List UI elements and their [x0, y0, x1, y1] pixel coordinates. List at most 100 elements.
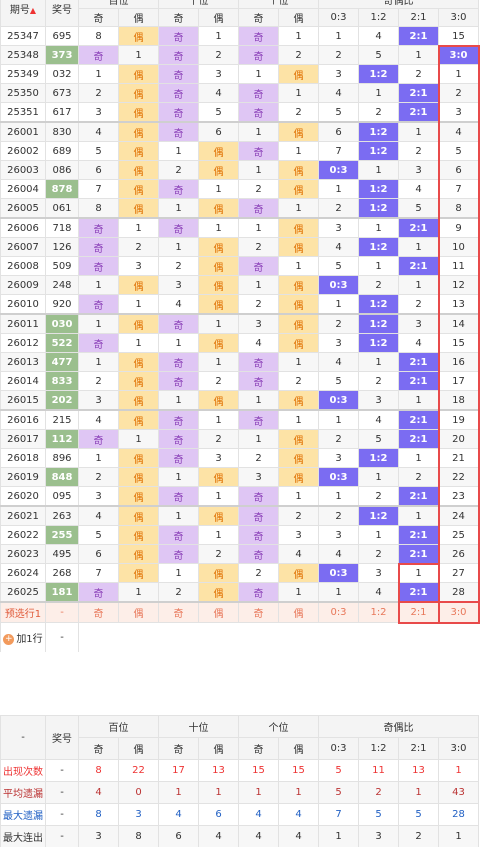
miss-cell: 3 [398, 313, 439, 334]
miss-cell: 5 [78, 525, 119, 545]
miss-cell: 2 [358, 544, 399, 564]
winning-number: 695 [45, 26, 79, 46]
miss-cell: 16 [438, 352, 479, 372]
data-row: 26010 920 奇 1 4 偶 2 偶 1 1:2 2 13 [0, 294, 479, 315]
miss-cell: 2 [278, 371, 319, 391]
winning-number: 673 [45, 83, 79, 103]
hit-cell: 奇 [238, 544, 279, 564]
preselect-option[interactable]: 1:2 [358, 601, 399, 623]
stats-value: 22 [118, 759, 159, 782]
hit-cell: 0:3 [318, 160, 359, 180]
miss-cell: 1 [158, 333, 199, 353]
miss-cell: 4 [438, 121, 479, 142]
data-row: 26025 181 奇 1 2 偶奇 1 1 4 2:1 28 [0, 582, 479, 603]
preselect-option[interactable]: 2:1 [398, 601, 439, 623]
miss-cell: 1 [358, 525, 399, 545]
miss-cell: 3 [198, 448, 239, 468]
stats-number: - [45, 803, 79, 826]
stats-value: 1 [198, 781, 239, 804]
preselect-option[interactable]: 3:0 [438, 601, 479, 623]
winning-number: 833 [45, 371, 79, 391]
miss-cell: 3 [238, 313, 279, 334]
issue: 26008 [0, 256, 46, 276]
miss-cell: 4 [158, 294, 199, 315]
stats-value: 43 [438, 781, 479, 804]
sub-header: 偶 [198, 737, 239, 760]
sub-header: 奇 [78, 8, 119, 27]
issue: 26007 [0, 237, 46, 257]
miss-cell: 2 [158, 160, 199, 180]
hit-cell: 奇 [78, 294, 119, 315]
sub-header: 偶 [278, 737, 319, 760]
hit-cell: 奇 [238, 256, 279, 276]
miss-cell: 5 [78, 141, 119, 161]
data-row: 26018 896 1 偶奇 3 2 偶 3 1:2 1 21 [0, 448, 479, 468]
issue: 25347 [0, 26, 46, 46]
preselect-option[interactable]: 偶 [278, 601, 319, 623]
hit-cell: 奇 [158, 121, 199, 142]
hit-cell: 偶 [118, 26, 159, 46]
data-row: 26022 255 5 偶奇 1 奇 3 3 1 2:1 25 [0, 525, 479, 545]
issue: 26009 [0, 275, 46, 295]
issue: 26002 [0, 141, 46, 161]
miss-cell: 1 [158, 390, 199, 411]
stats-corner: - [0, 715, 46, 760]
stats-value: 2 [398, 825, 439, 847]
sub-header: 奇 [158, 8, 199, 27]
miss-cell: 2 [238, 563, 279, 583]
miss-cell: 4 [238, 333, 279, 353]
hit-cell: 偶 [278, 429, 319, 449]
preselect-option[interactable]: 奇 [238, 601, 279, 623]
miss-cell: 1 [238, 429, 279, 449]
data-row: 25351 617 3 偶奇 5 奇 2 5 2 2:1 3 [0, 102, 479, 123]
stats-value: 17 [158, 759, 199, 782]
miss-cell: 2 [198, 544, 239, 564]
stats-value: 4 [238, 825, 279, 847]
stats-value: 4 [198, 825, 239, 847]
data-row: 26023 495 6 偶奇 2 奇 4 4 2 2:1 26 [0, 544, 479, 564]
miss-cell: 1 [158, 198, 199, 219]
hit-cell: 偶 [198, 275, 239, 295]
miss-cell: 2 [118, 237, 159, 257]
hit-cell: 奇 [78, 429, 119, 449]
stats-value: 4 [278, 803, 319, 826]
winning-number: 896 [45, 448, 79, 468]
hit-cell: 偶 [278, 217, 319, 238]
stats-value: 28 [438, 803, 479, 826]
preselect-option[interactable]: 奇 [158, 601, 199, 623]
group-header: 个位 [238, 0, 319, 9]
preselect-option[interactable]: 偶 [118, 601, 159, 623]
miss-cell: 2 [198, 429, 239, 449]
preselect-option[interactable]: 奇 [78, 601, 119, 623]
miss-cell: 1 [398, 275, 439, 295]
hit-cell: 1:2 [358, 333, 399, 353]
data-row: 26002 689 5 偶 1 偶奇 1 7 1:2 2 5 [0, 141, 479, 161]
issue: 26004 [0, 179, 46, 199]
hit-cell: 偶 [118, 371, 159, 391]
hit-cell: 偶 [118, 121, 159, 142]
preselect-option[interactable]: 0:3 [318, 601, 359, 623]
stats-table: - 奖号 百位 十位 个位 奇偶比 奇偶奇偶奇偶 0:3 1:2 2:1 3:0 出现次… [0, 715, 479, 847]
column-header[interactable]: 期号▲ [0, 0, 46, 27]
miss-cell: 2 [358, 486, 399, 507]
miss-cell: 1 [238, 121, 279, 142]
hit-cell: 奇 [158, 83, 199, 103]
hit-cell: 2:1 [398, 217, 439, 238]
issue: 26005 [0, 198, 46, 219]
header-text: 期号 [9, 5, 30, 16]
miss-cell: 5 [358, 429, 399, 449]
miss-cell: 10 [438, 237, 479, 257]
miss-cell: 18 [438, 390, 479, 411]
hit-cell: 偶 [118, 102, 159, 123]
data-row: 26017 112 奇 1 奇 2 1 偶 2 5 2:1 20 [0, 429, 479, 449]
stats-row: 平均遗漏 -4 0 1 1 1 1 5 2 1 43 [0, 781, 479, 804]
sub-header: 奇 [78, 737, 119, 760]
miss-cell: 1 [398, 390, 439, 411]
miss-cell: 1 [238, 160, 279, 180]
data-row: 25348 373 奇 1 奇 2 奇 2 2 5 1 3:0 [0, 45, 479, 65]
issue: 26013 [0, 352, 46, 372]
add-row-button[interactable]: + 加1行 [0, 622, 46, 652]
miss-cell: 2 [318, 429, 359, 449]
hit-cell: 奇 [158, 544, 199, 564]
preselect-option[interactable]: 偶 [198, 601, 239, 623]
